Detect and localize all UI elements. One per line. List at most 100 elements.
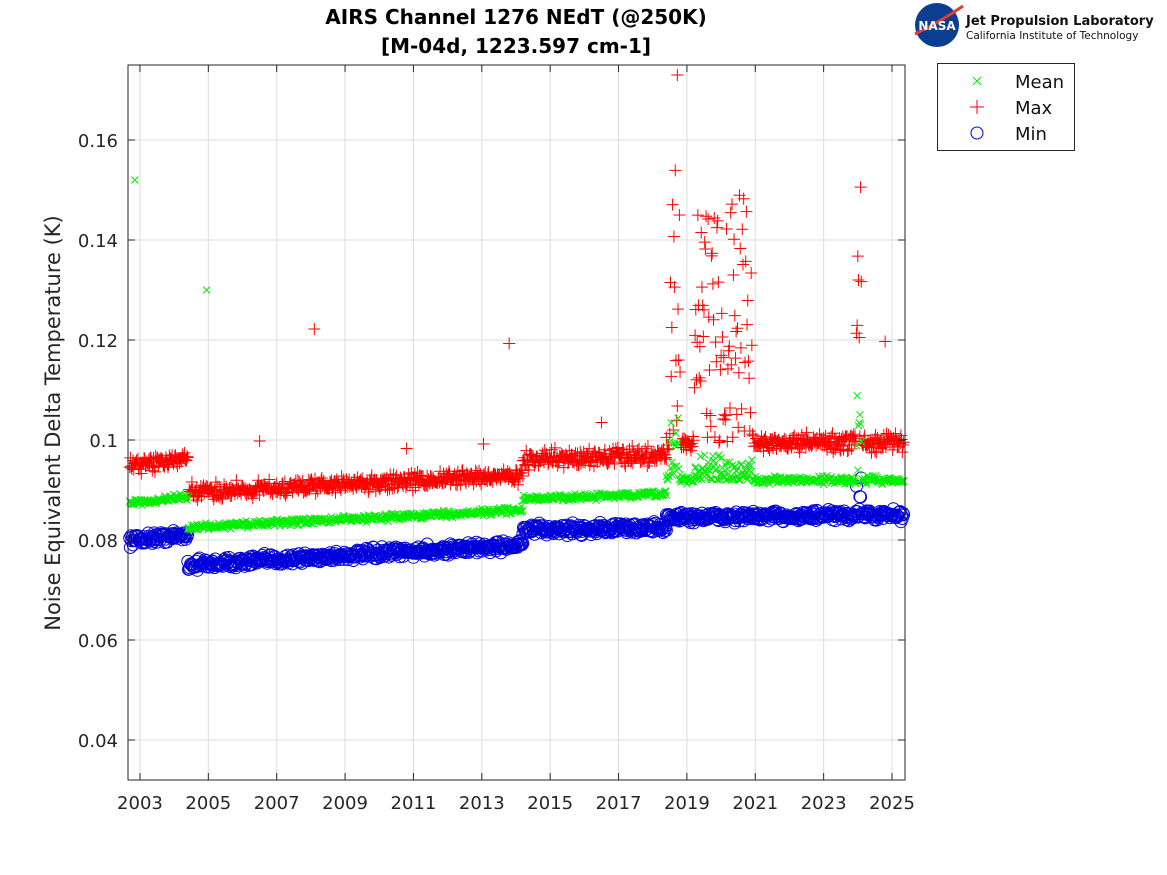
max-point	[660, 453, 673, 466]
mean-point	[723, 465, 732, 473]
max-point	[278, 475, 291, 488]
max-point	[174, 453, 187, 466]
max-point	[339, 482, 352, 495]
max-point	[181, 450, 194, 463]
max-point	[522, 464, 535, 477]
y-axis-label: Noise Equivalent Delta Temperature (K)	[41, 215, 65, 631]
max-point	[736, 223, 749, 236]
max-point	[669, 354, 682, 367]
max-point	[833, 432, 846, 445]
max-point	[720, 223, 733, 236]
mean-point	[857, 437, 866, 446]
max-point	[598, 443, 611, 456]
max-point	[842, 444, 855, 457]
max-point	[626, 457, 639, 470]
jpl-name: Jet Propulsion Laboratory	[965, 14, 1154, 29]
max-point	[889, 427, 902, 440]
max-point	[745, 339, 758, 352]
max-point	[146, 464, 159, 477]
y-tick-label: 0.16	[78, 131, 118, 152]
max-point	[400, 442, 413, 455]
max-point	[706, 277, 719, 290]
max-point	[734, 242, 747, 255]
max-point	[595, 416, 608, 429]
max-point	[763, 444, 776, 457]
max-point	[717, 351, 730, 364]
max-point	[836, 440, 849, 453]
mean-point	[851, 478, 859, 486]
max-point	[734, 341, 747, 354]
max-point	[224, 481, 237, 494]
max-point	[661, 443, 674, 456]
x-tick-label: 2021	[732, 793, 778, 814]
max-point	[248, 486, 261, 499]
max-point	[613, 449, 626, 462]
max-point	[736, 258, 749, 271]
series-max	[123, 69, 910, 507]
max-point	[551, 459, 564, 472]
max-point	[545, 443, 558, 456]
max-point	[735, 402, 748, 415]
max-point	[301, 482, 314, 495]
max-point	[298, 484, 311, 497]
max-point	[190, 491, 203, 504]
max-point	[739, 255, 752, 268]
mean-point	[717, 454, 725, 462]
x-tick-label: 2019	[664, 793, 710, 814]
max-point	[704, 420, 717, 433]
max-point	[730, 408, 743, 421]
mean-point	[737, 460, 746, 468]
max-point	[730, 325, 743, 338]
max-point	[516, 470, 529, 483]
max-point	[726, 431, 739, 444]
axis-ticks: 2003 2005 2007 2009 2011 2013 2015 2017 2019 2021…	[78, 65, 915, 814]
min-point	[897, 508, 911, 522]
max-point	[697, 303, 710, 316]
max-point	[524, 448, 537, 461]
mean-point	[202, 286, 211, 294]
max-point	[458, 469, 471, 482]
max-point	[688, 381, 701, 394]
max-point	[674, 366, 687, 379]
max-point	[861, 439, 874, 452]
max-point	[665, 370, 678, 383]
max-point	[666, 198, 679, 211]
max-point	[744, 406, 757, 419]
jpl-logo: NASA Jet Propulsion Laboratory Californi…	[914, 3, 1154, 47]
mean-point	[722, 458, 731, 467]
mean-point	[670, 439, 679, 447]
max-point	[715, 307, 728, 320]
max-point	[263, 473, 276, 486]
max-point	[329, 486, 342, 499]
max-point	[602, 456, 615, 469]
max-point	[821, 435, 834, 448]
max-point	[436, 477, 449, 490]
max-point	[407, 472, 420, 485]
min-point	[694, 512, 708, 526]
max-point	[142, 453, 155, 466]
max-point	[741, 318, 754, 331]
mean-point	[862, 478, 871, 487]
max-point	[759, 431, 772, 444]
max-point	[317, 474, 330, 487]
max-point	[729, 352, 742, 365]
max-point	[715, 349, 728, 362]
mean-point	[673, 439, 682, 448]
max-point	[739, 356, 752, 369]
max-point	[713, 436, 726, 449]
x-tick-label: 2003	[117, 793, 163, 814]
max-point	[420, 478, 433, 491]
max-point	[659, 451, 672, 464]
min-point	[854, 490, 868, 504]
min-point	[806, 512, 820, 526]
max-point	[178, 446, 191, 459]
min-point	[515, 538, 529, 552]
max-point	[693, 371, 706, 384]
max-point	[350, 481, 363, 494]
mean-point	[183, 493, 192, 502]
max-point	[728, 309, 741, 322]
x-tick-label: 2011	[391, 793, 437, 814]
max-point	[325, 474, 338, 487]
grid	[128, 65, 905, 780]
mean-point	[705, 466, 714, 475]
